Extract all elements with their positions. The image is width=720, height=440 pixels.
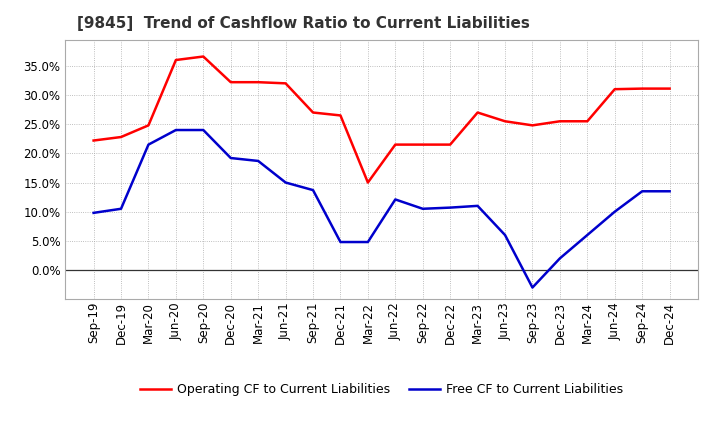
Operating CF to Current Liabilities: [309, 110, 318, 115]
Free CF to Current Liabilities: [473, 203, 482, 209]
Free CF to Current Liabilities: [556, 256, 564, 261]
Free CF to Current Liabilities: [282, 180, 290, 185]
Free CF to Current Liabilities: [500, 232, 509, 238]
Operating CF to Current Liabilities: [418, 142, 427, 147]
Free CF to Current Liabilities: [117, 206, 125, 211]
Operating CF to Current Liabilities: [226, 80, 235, 85]
Free CF to Current Liabilities: [254, 158, 263, 164]
Free CF to Current Liabilities: [309, 187, 318, 193]
Operating CF to Current Liabilities: [364, 180, 372, 185]
Operating CF to Current Liabilities: [282, 81, 290, 86]
Operating CF to Current Liabilities: [665, 86, 674, 91]
Operating CF to Current Liabilities: [144, 123, 153, 128]
Operating CF to Current Liabilities: [528, 123, 537, 128]
Operating CF to Current Liabilities: [638, 86, 647, 91]
Operating CF to Current Liabilities: [336, 113, 345, 118]
Free CF to Current Liabilities: [171, 128, 180, 133]
Free CF to Current Liabilities: [665, 189, 674, 194]
Free CF to Current Liabilities: [336, 239, 345, 245]
Free CF to Current Liabilities: [364, 239, 372, 245]
Legend: Operating CF to Current Liabilities, Free CF to Current Liabilities: Operating CF to Current Liabilities, Fre…: [135, 378, 629, 401]
Operating CF to Current Liabilities: [473, 110, 482, 115]
Operating CF to Current Liabilities: [611, 87, 619, 92]
Operating CF to Current Liabilities: [446, 142, 454, 147]
Line: Free CF to Current Liabilities: Free CF to Current Liabilities: [94, 130, 670, 287]
Operating CF to Current Liabilities: [500, 119, 509, 124]
Operating CF to Current Liabilities: [117, 134, 125, 139]
Free CF to Current Liabilities: [418, 206, 427, 211]
Free CF to Current Liabilities: [528, 285, 537, 290]
Free CF to Current Liabilities: [446, 205, 454, 210]
Line: Operating CF to Current Liabilities: Operating CF to Current Liabilities: [94, 56, 670, 183]
Operating CF to Current Liabilities: [391, 142, 400, 147]
Free CF to Current Liabilities: [583, 232, 592, 238]
Operating CF to Current Liabilities: [556, 119, 564, 124]
Free CF to Current Liabilities: [144, 142, 153, 147]
Operating CF to Current Liabilities: [171, 57, 180, 62]
Free CF to Current Liabilities: [226, 155, 235, 161]
Free CF to Current Liabilities: [89, 210, 98, 216]
Operating CF to Current Liabilities: [89, 138, 98, 143]
Free CF to Current Liabilities: [199, 128, 207, 133]
Operating CF to Current Liabilities: [254, 80, 263, 85]
Free CF to Current Liabilities: [391, 197, 400, 202]
Operating CF to Current Liabilities: [199, 54, 207, 59]
Free CF to Current Liabilities: [611, 209, 619, 214]
Free CF to Current Liabilities: [638, 189, 647, 194]
Operating CF to Current Liabilities: [583, 119, 592, 124]
Text: [9845]  Trend of Cashflow Ratio to Current Liabilities: [9845] Trend of Cashflow Ratio to Curren…: [78, 16, 531, 32]
